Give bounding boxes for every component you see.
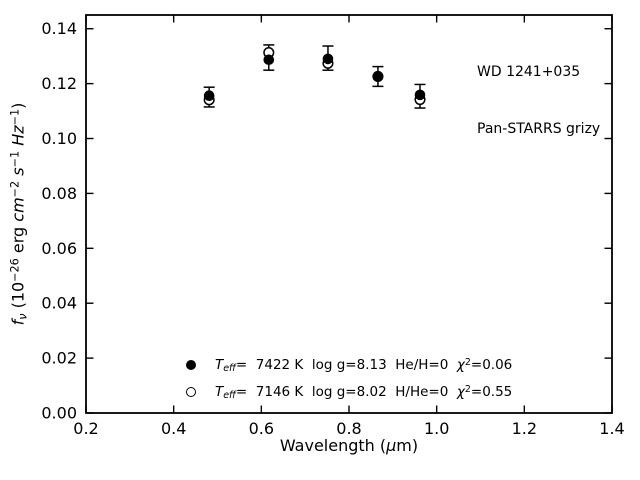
ylabel-text-part: −26 — [8, 258, 22, 282]
target-annotation: WD 1241+035 Pan-STARRS grizy — [477, 25, 600, 177]
xlabel-text-part: Wavelength ( — [279, 436, 387, 455]
y-axis-label: fν (10−26 erg cm−2 s−1 Hz−1) — [8, 103, 30, 326]
chi-symbol: χ — [456, 384, 465, 400]
legend-text-part: eff — [223, 390, 236, 402]
open-circle-marker-icon — [186, 387, 196, 397]
svg-text:1.2: 1.2 — [512, 419, 537, 438]
ylabel-text-part: f — [8, 319, 28, 326]
nu-symbol: ν — [16, 313, 30, 320]
legend-text-part: eff — [223, 363, 236, 375]
legend-text-part: =0.06 — [470, 357, 513, 373]
svg-text:1.0: 1.0 — [424, 419, 449, 438]
svg-text:0.2: 0.2 — [73, 419, 98, 438]
legend-text-part: 2 — [464, 356, 471, 368]
ylabel-text-part: Hz — [8, 125, 28, 146]
svg-text:0.12: 0.12 — [41, 74, 77, 93]
svg-text:1.4: 1.4 — [599, 419, 624, 438]
svg-text:0.4: 0.4 — [161, 419, 186, 438]
svg-text:0.8: 0.8 — [336, 419, 361, 438]
x-axis-label: Wavelength (μm) — [280, 436, 418, 455]
svg-text:0.00: 0.00 — [41, 404, 77, 423]
svg-text:0.14: 0.14 — [41, 19, 77, 38]
legend-text-part: =0.55 — [470, 384, 513, 400]
legend-label-h-model: Teff= 7146 K log g=8.02 H/He=0 χ2=0.55 — [215, 383, 513, 402]
ylabel-text-part: −1 — [8, 108, 22, 126]
ylabel-text-part: −2 — [8, 180, 22, 198]
legend-label-he-model: Teff= 7422 K log g=8.13 He/H=0 χ2=0.06 — [215, 356, 513, 375]
xlabel-text-part: m) — [396, 436, 419, 455]
chi-symbol: χ — [456, 357, 465, 373]
svg-text:0.04: 0.04 — [41, 294, 77, 313]
target-name: WD 1241+035 — [477, 64, 581, 80]
svg-text:0.6: 0.6 — [249, 419, 274, 438]
svg-text:0.02: 0.02 — [41, 349, 77, 368]
legend-text-part: = 7422 K log g=8.13 He/H=0 — [235, 357, 457, 373]
legend-text-part: T — [215, 384, 224, 400]
survey-name: Pan-STARRS grizy — [477, 121, 601, 137]
legend-row-he-model: Teff= 7422 K log g=8.13 He/H=0 χ2=0.06 — [186, 356, 512, 374]
ylabel-text-part: s — [8, 167, 28, 176]
legend-text-part: T — [215, 357, 224, 373]
filled-circle-marker-icon — [186, 360, 196, 370]
svg-text:0.10: 0.10 — [41, 129, 77, 148]
mu-symbol: μ — [386, 436, 397, 455]
legend-text-part: 2 — [464, 383, 471, 395]
ylabel-text-part: cm — [8, 197, 28, 222]
ylabel-text-part: erg — [8, 221, 28, 259]
ylabel-text-part: (10 — [8, 281, 28, 314]
svg-text:0.06: 0.06 — [41, 239, 77, 258]
legend-text-part: = 7146 K log g=8.02 H/He=0 — [235, 384, 457, 400]
legend-row-h-model: Teff= 7146 K log g=8.02 H/He=0 χ2=0.55 — [186, 383, 512, 401]
ylabel-text-part: −1 — [8, 150, 22, 168]
svg-text:0.08: 0.08 — [41, 184, 77, 203]
